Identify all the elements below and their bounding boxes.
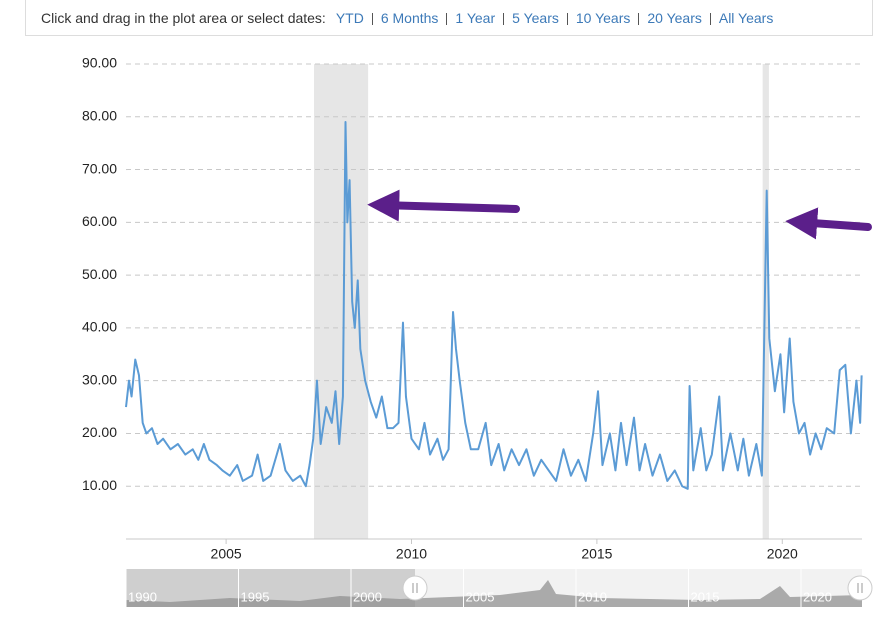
range-link[interactable]: 10 Years: [575, 9, 631, 26]
separator: [446, 12, 448, 25]
y-tick-label: 80.00: [82, 107, 117, 123]
range-link[interactable]: All Years: [718, 9, 774, 26]
navigator-label: 2015: [691, 589, 720, 604]
bands: [313, 64, 769, 539]
y-tick-label: 30.00: [82, 371, 117, 387]
y-tick-label: 20.00: [82, 424, 117, 440]
navigator: 1990 1995 2000 2005 2010 2015 2020: [125, 569, 873, 607]
y-tick-label: 40.00: [82, 319, 117, 335]
x-tick-label: 2010: [396, 546, 427, 562]
range-link[interactable]: 1 Year: [455, 9, 496, 26]
y-tick-label: 10.00: [82, 477, 117, 493]
range-link[interactable]: 20 Years: [647, 9, 702, 26]
separator: [371, 12, 373, 25]
separator: [566, 12, 568, 25]
shaded-band: [313, 64, 369, 539]
range-link[interactable]: 5 Years: [512, 9, 559, 26]
arrow: [367, 189, 520, 222]
plot: [125, 121, 863, 490]
separator: [503, 12, 505, 25]
y-tick-label: 70.00: [82, 160, 117, 176]
navigator-label: 2020: [803, 589, 832, 604]
separator: [709, 12, 711, 25]
arrow: [785, 207, 872, 240]
range-links: YTD 6 Months 1 Year 5 Years 10 Years 20 Years…: [336, 10, 774, 26]
grid: 10.00 20.00 30.00 40.00 50.00 60.00 70.00 80.00…: [82, 55, 862, 562]
navigator-label: 2005: [466, 589, 495, 604]
series-line: [125, 121, 863, 490]
range-link[interactable]: YTD: [335, 9, 364, 26]
x-tick-label: 2020: [767, 546, 798, 562]
x-tick-label: 2015: [581, 546, 612, 562]
navigator-label: 2010: [578, 589, 607, 604]
toolbar: Click and drag in the plot area or selec…: [25, 0, 873, 36]
y-tick-label: 50.00: [82, 266, 117, 282]
range-link[interactable]: 6 Months: [380, 9, 439, 26]
y-tick-label: 60.00: [82, 213, 117, 229]
navigator-area: [126, 580, 862, 607]
separator: [638, 12, 640, 25]
navigator-handle[interactable]: [847, 575, 873, 601]
navigator-label: 1990: [128, 589, 157, 604]
y-tick-label: 90.00: [82, 55, 117, 71]
x-tick-label: 2005: [211, 546, 242, 562]
navigator-label: 2000: [353, 589, 382, 604]
navigator-label: 1995: [241, 589, 270, 604]
toolbar-prompt: Click and drag in the plot area or selec…: [41, 9, 326, 26]
navigator-handle[interactable]: [402, 575, 428, 601]
